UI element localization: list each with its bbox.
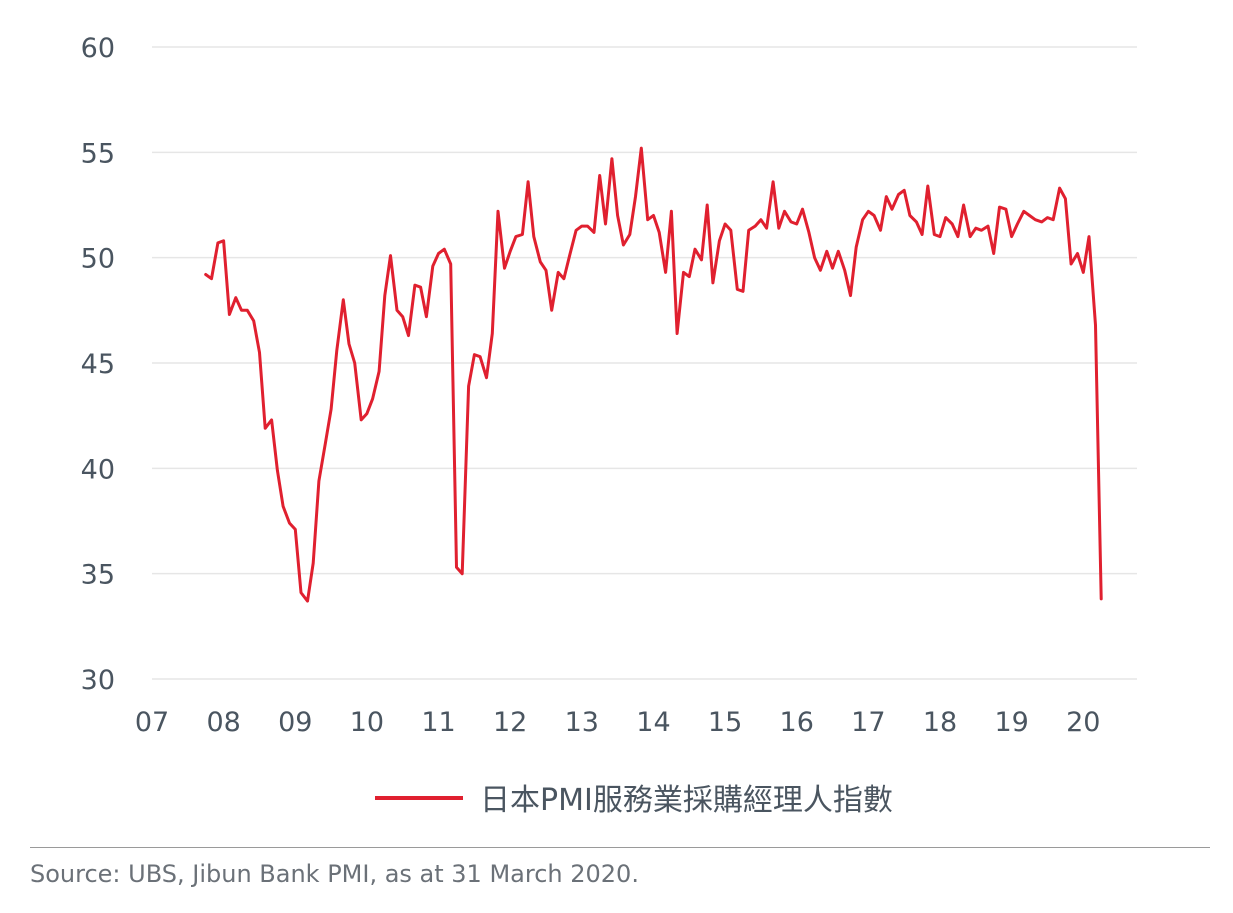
gridlines — [152, 46, 1137, 680]
x-tick-label: 07 — [135, 707, 169, 738]
y-axis-ticks: 30 35 40 45 50 55 60 — [81, 33, 115, 696]
x-tick-label: 16 — [780, 707, 814, 738]
y-tick-label: 50 — [81, 244, 115, 275]
pmi-line-chart: 30 35 40 45 50 55 60 07 08 09 10 11 12 13 14 15 16 17 18 1… — [81, 33, 1137, 818]
x-tick-label: 08 — [206, 707, 240, 738]
x-tick-label: 11 — [421, 707, 455, 738]
x-axis-ticks: 07 08 09 10 11 12 13 14 15 16 17 18 19 20 — [135, 707, 1101, 738]
x-tick-label: 13 — [565, 707, 599, 738]
legend-label: 日本PMI服務業採購經理人指數 — [480, 783, 893, 818]
y-tick-label: 45 — [81, 349, 115, 380]
x-tick-label: 17 — [851, 707, 885, 738]
series-lines — [204, 146, 1103, 603]
y-tick-label: 60 — [81, 33, 115, 64]
y-tick-label: 40 — [81, 454, 115, 485]
x-tick-label: 09 — [278, 707, 312, 738]
y-tick-label: 55 — [81, 138, 115, 169]
y-tick-label: 35 — [81, 560, 115, 591]
y-tick-label: 30 — [81, 665, 115, 696]
x-tick-label: 20 — [1066, 707, 1100, 738]
x-tick-label: 18 — [923, 707, 957, 738]
x-tick-label: 19 — [994, 707, 1028, 738]
x-tick-label: 14 — [636, 707, 670, 738]
legend: 日本PMI服務業採購經理人指數 — [375, 783, 893, 818]
x-tick-label: 10 — [350, 707, 384, 738]
series-line-0 — [204, 146, 1103, 603]
source-note: Source: UBS, Jibun Bank PMI, as at 31 Ma… — [30, 860, 639, 888]
x-tick-label: 12 — [493, 707, 527, 738]
footer-divider — [30, 847, 1210, 848]
x-tick-label: 15 — [708, 707, 742, 738]
